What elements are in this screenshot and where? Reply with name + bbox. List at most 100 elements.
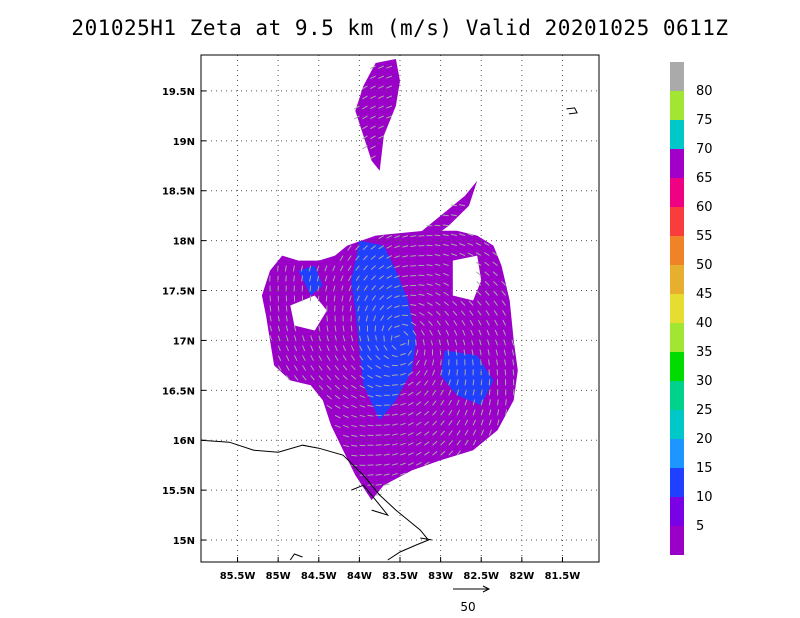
colorbar-label: 20 [696, 432, 713, 447]
wind-vector [334, 325, 337, 332]
wind-vector [391, 453, 398, 456]
wind-vector [379, 305, 385, 311]
wind-vector [415, 370, 421, 376]
wind-vector [407, 391, 414, 396]
wind-vector [453, 320, 458, 326]
wind-vector [426, 283, 433, 286]
wind-vector [448, 399, 452, 406]
wind-vector [485, 300, 490, 306]
wind-vector [342, 444, 350, 448]
wind-vector [332, 265, 336, 272]
wind-vector [494, 319, 498, 326]
wind-vector [423, 380, 429, 386]
wind-vector [472, 359, 474, 366]
wind-vector [402, 245, 409, 248]
colorbar-swatch [670, 120, 684, 149]
wind-vector [432, 410, 437, 416]
x-tick-label: 82W [509, 571, 534, 582]
wind-vector [484, 251, 490, 257]
wind-vector [326, 375, 332, 381]
wind-vector [350, 375, 357, 380]
wind-vector [365, 315, 368, 322]
hole-northeast [452, 255, 482, 301]
wind-vector [378, 135, 385, 139]
wind-vector [326, 394, 332, 400]
wind-vector [351, 444, 358, 447]
wind-vector [277, 335, 281, 342]
wind-vector [375, 364, 382, 369]
wind-vector [424, 410, 430, 416]
colorbar-label: 40 [696, 316, 713, 331]
wind-vector [472, 439, 477, 446]
wind-vector [497, 409, 500, 416]
wind-vector [285, 325, 289, 332]
wind-vector [383, 335, 385, 342]
wind-vector [380, 315, 385, 321]
wind-vector [359, 365, 365, 370]
wind-vector [493, 310, 498, 316]
wind-vector [487, 349, 490, 356]
wind-vector [370, 125, 376, 130]
wind-vector [277, 355, 282, 362]
wind-vector [432, 379, 436, 386]
wind-vector [394, 315, 401, 318]
wind-vector [364, 295, 368, 302]
wind-vector [326, 345, 330, 352]
wind-vector [324, 275, 328, 282]
wind-vector [502, 329, 507, 336]
wind-vector [386, 235, 393, 239]
wind-vector [470, 329, 474, 336]
wind-vector [505, 399, 507, 406]
wind-vector [467, 252, 474, 257]
wind-vector [410, 245, 417, 247]
wind-vector [367, 484, 374, 486]
wind-vector [378, 265, 385, 270]
wind-vector [277, 315, 280, 322]
wind-vector [277, 325, 281, 332]
wind-vector [436, 320, 442, 326]
wind-vector [497, 399, 499, 406]
wind-vector [394, 235, 401, 239]
wind-vector [407, 401, 414, 406]
wind-vector [351, 454, 358, 457]
wind-vector [342, 355, 347, 361]
wind-vector [370, 155, 376, 160]
wind-vector [374, 325, 377, 332]
wind-vector [354, 115, 360, 120]
colorbar-swatch [670, 294, 684, 323]
wind-vector [415, 380, 421, 386]
wind-vector [394, 285, 401, 289]
wind-vector [378, 125, 385, 129]
wind-vector [285, 305, 288, 312]
wind-vector [367, 335, 370, 342]
wind-vector [493, 290, 498, 296]
wind-vector [407, 371, 414, 376]
wind-vector [302, 355, 306, 361]
wind-vector [464, 379, 467, 386]
x-tick-label: 81.5W [545, 571, 581, 582]
wind-vector [285, 355, 290, 362]
wind-vector [501, 280, 506, 286]
wind-vector [391, 473, 398, 476]
wind-vector [423, 359, 427, 366]
wind-vector [362, 105, 368, 110]
wind-vector [363, 285, 368, 291]
wind-vector [339, 255, 344, 262]
wind-vector [467, 242, 474, 247]
wind-vector [383, 354, 390, 360]
wind-vector [488, 429, 492, 436]
wind-vector [391, 463, 398, 466]
wind-vector [434, 234, 441, 237]
wind-vector [399, 472, 406, 476]
wind-vector [333, 285, 336, 292]
wind-vector [367, 355, 372, 361]
wind-vector [350, 335, 354, 342]
wind-vector [355, 245, 360, 251]
y-tick-label: 17N [173, 336, 195, 347]
wind-vector [386, 255, 393, 259]
wind-vector [453, 329, 458, 336]
wind-vector [478, 329, 482, 336]
wind-vector [378, 255, 385, 260]
wind-vector [342, 404, 349, 409]
